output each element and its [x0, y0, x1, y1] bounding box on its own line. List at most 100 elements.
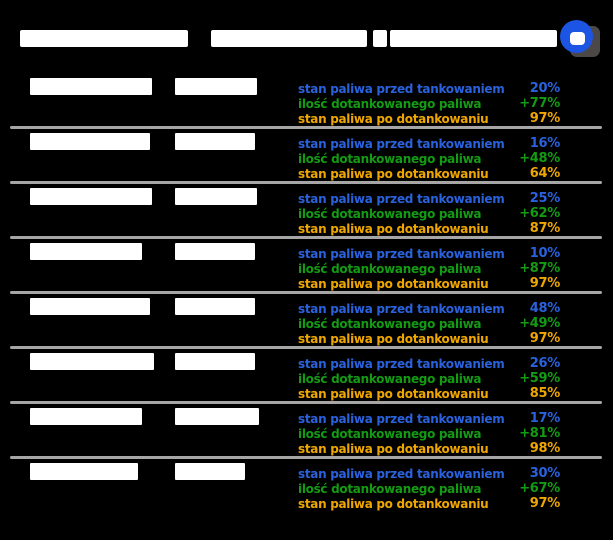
fuel-level-after-line: stan paliwa po dotankowaniu 97% — [298, 276, 561, 292]
fuel-level-after-value: 87% — [529, 221, 561, 236]
fuel-level-after-line: stan paliwa po dotankowaniu 64% — [298, 166, 561, 182]
fuel-record-row[interactable]: stan paliwa przed tankowaniem 26% ilość do… — [0, 350, 613, 405]
fuel-level-before-value: 20% — [529, 81, 561, 96]
fuel-level-before-value: 10% — [529, 246, 561, 261]
fuel-level-before-value: 17% — [529, 411, 561, 426]
fuel-amount-added-label: ilość dotankowanego paliwa — [298, 427, 482, 441]
redacted-cell-primary — [30, 243, 142, 260]
row-separator — [10, 346, 602, 349]
fuel-level-after-line: stan paliwa po dotankowaniu 85% — [298, 386, 561, 402]
fuel-amount-added-label: ilość dotankowanego paliwa — [298, 152, 482, 166]
fuel-level-after-value: 64% — [529, 166, 561, 181]
fuel-level-before-line: stan paliwa przed tankowaniem 30% — [298, 466, 561, 482]
fuel-amount-added-line: ilość dotankowanego paliwa +48% — [298, 151, 560, 167]
fuel-amount-added-value: +67% — [519, 481, 560, 496]
fuel-amount-added-label: ilość dotankowanego paliwa — [298, 372, 482, 386]
fuel-level-before-label: stan paliwa przed tankowaniem — [298, 247, 505, 261]
fuel-amount-added-label: ilość dotankowanego paliwa — [298, 482, 482, 496]
redacted-cell-secondary — [175, 133, 255, 150]
fuel-level-after-label: stan paliwa po dotankowaniu — [298, 387, 489, 401]
redacted-cell-primary — [30, 298, 150, 315]
fuel-record-row[interactable]: stan paliwa przed tankowaniem 48% ilość do… — [0, 295, 613, 350]
redacted-cell-primary — [30, 188, 152, 205]
fuel-amount-added-line: ilość dotankowanego paliwa +49% — [298, 316, 560, 332]
fuel-amount-added-line: ilość dotankowanego paliwa +62% — [298, 206, 560, 222]
fuel-record-row[interactable]: stan paliwa przed tankowaniem 20% ilość do… — [0, 75, 613, 130]
redacted-cell-secondary — [175, 188, 257, 205]
fuel-amount-added-line: ilość dotankowanego paliwa +67% — [298, 481, 560, 497]
fuel-level-before-label: stan paliwa przed tankowaniem — [298, 467, 505, 481]
fuel-amount-added-label: ilość dotankowanego paliwa — [298, 262, 482, 276]
fuel-level-after-label: stan paliwa po dotankowaniu — [298, 222, 489, 236]
fuel-level-after-label: stan paliwa po dotankowaniu — [298, 332, 489, 346]
redacted-cell-primary — [30, 353, 154, 370]
fuel-level-before-label: stan paliwa przed tankowaniem — [298, 302, 505, 316]
fuel-level-before-line: stan paliwa przed tankowaniem 20% — [298, 81, 561, 97]
fuel-level-before-line: stan paliwa przed tankowaniem 48% — [298, 301, 561, 317]
fuel-level-before-label: stan paliwa przed tankowaniem — [298, 82, 505, 96]
fuel-level-before-line: stan paliwa przed tankowaniem 25% — [298, 191, 560, 207]
fuel-amount-added-value: +81% — [519, 426, 560, 441]
fuel-record-row[interactable]: stan paliwa przed tankowaniem 10% ilość do… — [0, 240, 613, 295]
fuel-amount-added-line: ilość dotankowanego paliwa +87% — [298, 261, 560, 277]
redacted-cell-secondary — [175, 353, 255, 370]
fuel-amount-added-label: ilość dotankowanego paliwa — [298, 207, 482, 221]
fuel-record-row[interactable]: stan paliwa przed tankowaniem 30% ilość do… — [0, 460, 613, 515]
fuel-level-after-value: 97% — [529, 111, 561, 126]
fuel-level-before-value: 48% — [529, 301, 561, 316]
fuel-level-before-label: stan paliwa przed tankowaniem — [298, 357, 505, 371]
fuel-level-before-line: stan paliwa przed tankowaniem 17% — [298, 411, 561, 427]
fuel-level-before-label: stan paliwa przed tankowaniem — [298, 137, 505, 151]
fuel-level-after-value: 97% — [529, 276, 561, 291]
row-separator — [10, 456, 602, 459]
fuel-level-after-value: 85% — [529, 386, 561, 401]
fuel-amount-added-value: +77% — [519, 96, 560, 111]
fuel-level-after-value: 98% — [529, 441, 561, 456]
fuel-amount-added-value: +48% — [519, 151, 560, 166]
fuel-level-before-label: stan paliwa przed tankowaniem — [298, 192, 505, 206]
row-separator — [10, 236, 602, 239]
fuel-amount-added-label: ilość dotankowanego paliwa — [298, 97, 482, 111]
fuel-level-before-line: stan paliwa przed tankowaniem 26% — [298, 356, 560, 372]
fuel-level-before-line: stan paliwa przed tankowaniem 16% — [298, 136, 561, 152]
fuel-level-after-value: 97% — [529, 331, 561, 346]
title-redaction-block — [211, 30, 367, 47]
fuel-level-after-label: stan paliwa po dotankowaniu — [298, 112, 489, 126]
fuel-amount-added-value: +59% — [519, 371, 560, 386]
redacted-cell-secondary — [175, 408, 259, 425]
redacted-cell-primary — [30, 463, 138, 480]
fuel-amount-added-label: ilość dotankowanego paliwa — [298, 317, 482, 331]
row-separator — [10, 291, 602, 294]
redacted-cell-secondary — [175, 463, 245, 480]
fuel-level-after-value: 97% — [529, 496, 561, 511]
fuel-record-row[interactable]: stan paliwa przed tankowaniem 17% ilość do… — [0, 405, 613, 460]
fuel-amount-added-value: +87% — [519, 261, 560, 276]
row-separator — [10, 401, 602, 404]
fuel-level-after-label: stan paliwa po dotankowaniu — [298, 167, 489, 181]
fuel-level-after-label: stan paliwa po dotankowaniu — [298, 497, 489, 511]
fuel-record-row[interactable]: stan paliwa przed tankowaniem 16% ilość do… — [0, 130, 613, 185]
fuel-amount-added-line: ilość dotankowanego paliwa +59% — [298, 371, 560, 387]
title-redaction-block — [373, 30, 387, 47]
fuel-level-after-line: stan paliwa po dotankowaniu 97% — [298, 496, 561, 512]
redacted-cell-primary — [30, 133, 150, 150]
fuel-level-after-line: stan paliwa po dotankowaniu 98% — [298, 441, 561, 457]
redacted-cell-secondary — [175, 298, 255, 315]
fuel-level-before-label: stan paliwa przed tankowaniem — [298, 412, 505, 426]
fuel-level-after-line: stan paliwa po dotankowaniu 97% — [298, 111, 561, 127]
fuel-level-before-value: 16% — [529, 136, 561, 151]
fuel-record-row[interactable]: stan paliwa przed tankowaniem 25% ilość do… — [0, 185, 613, 240]
fuel-level-after-line: stan paliwa po dotankowaniu 87% — [298, 221, 561, 237]
fuel-amount-added-line: ilość dotankowanego paliwa +77% — [298, 96, 560, 112]
fuel-level-before-line: stan paliwa przed tankowaniem 10% — [298, 246, 561, 262]
fuel-level-after-label: stan paliwa po dotankowaniu — [298, 277, 489, 291]
title-redaction-block — [20, 30, 188, 47]
redacted-cell-secondary — [175, 243, 255, 260]
fuel-level-after-line: stan paliwa po dotankowaniu 97% — [298, 331, 561, 347]
fuel-level-after-label: stan paliwa po dotankowaniu — [298, 442, 489, 456]
logo-center-shape — [570, 32, 585, 45]
fuel-level-before-value: 30% — [529, 466, 561, 481]
fuel-amount-added-value: +49% — [519, 316, 560, 331]
fuel-amount-added-line: ilość dotankowanego paliwa +81% — [298, 426, 560, 442]
